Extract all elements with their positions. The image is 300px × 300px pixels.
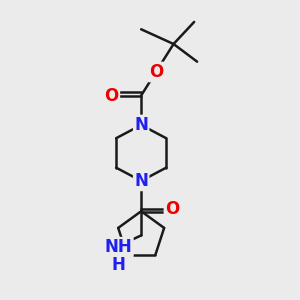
Text: O: O (165, 200, 179, 218)
Text: O: O (105, 86, 119, 104)
Text: NH: NH (105, 238, 132, 256)
Text: N: N (134, 116, 148, 134)
Text: O: O (149, 63, 163, 81)
Text: N: N (134, 172, 148, 190)
Text: H: H (112, 256, 125, 274)
